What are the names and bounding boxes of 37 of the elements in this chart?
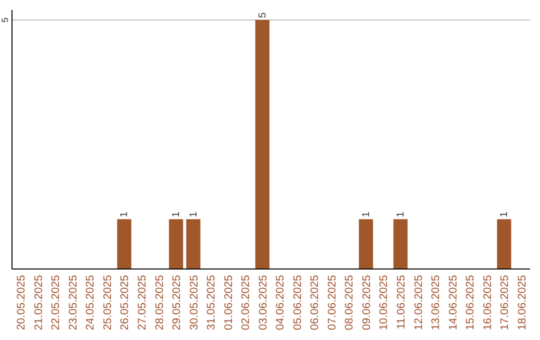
x-tick-label: 25.05.2025 <box>102 275 114 330</box>
data-label: 1 <box>171 211 182 218</box>
x-tick-label: 14.06.2025 <box>447 275 460 330</box>
data-label: 1 <box>360 211 372 218</box>
x-tick-label: 20.05.2025 <box>16 275 28 330</box>
data-label: 1 <box>499 211 510 218</box>
x-tick-label: 11.06.2025 <box>396 275 408 330</box>
x-tick-label: 22.05.2025 <box>50 275 62 330</box>
x-tick-label: 13.06.2025 <box>430 275 442 330</box>
x-tick-label: 01.06.2025 <box>222 275 235 330</box>
x-tick-label: 27.05.2025 <box>136 275 148 330</box>
x-tick-label: 28.05.2025 <box>154 275 166 330</box>
x-tick-label: 05.06.2025 <box>292 275 304 330</box>
x-tick-label: 03.06.2025 <box>257 275 270 330</box>
x-tick-label: 26.05.2025 <box>119 275 132 330</box>
data-label: 1 <box>188 211 200 218</box>
x-tick-label: 06.06.2025 <box>309 275 322 330</box>
x-tick-label: 15.06.2025 <box>464 275 477 330</box>
x-tick-label: 18.06.2025 <box>516 275 528 330</box>
x-tick-label: 09.06.2025 <box>360 275 373 330</box>
x-tick-label: 23.05.2025 <box>67 275 80 330</box>
x-tick-label: 02.06.2025 <box>240 275 252 330</box>
x-tick-label: 21.05.2025 <box>32 275 45 330</box>
x-tick-label: 17.06.2025 <box>499 275 512 330</box>
x-tick-label: 31.05.2025 <box>206 275 218 330</box>
x-tick-label: 30.05.2025 <box>188 275 200 330</box>
x-tick-label: 12.06.2025 <box>412 275 425 330</box>
data-label: 5 <box>257 12 268 18</box>
x-tick-label: 10.06.2025 <box>378 275 390 330</box>
x-tick-label: 24.05.2025 <box>84 275 97 330</box>
x-tick-label: 08.06.2025 <box>344 275 356 330</box>
x-tick-label: 04.06.2025 <box>274 275 287 330</box>
data-label: 1 <box>119 211 130 218</box>
x-tick-label: 16.06.2025 <box>482 275 494 330</box>
x-tick-label: 07.06.2025 <box>326 275 338 330</box>
x-tick-label: 29.05.2025 <box>171 275 184 330</box>
data-label: 1 <box>396 211 406 218</box>
